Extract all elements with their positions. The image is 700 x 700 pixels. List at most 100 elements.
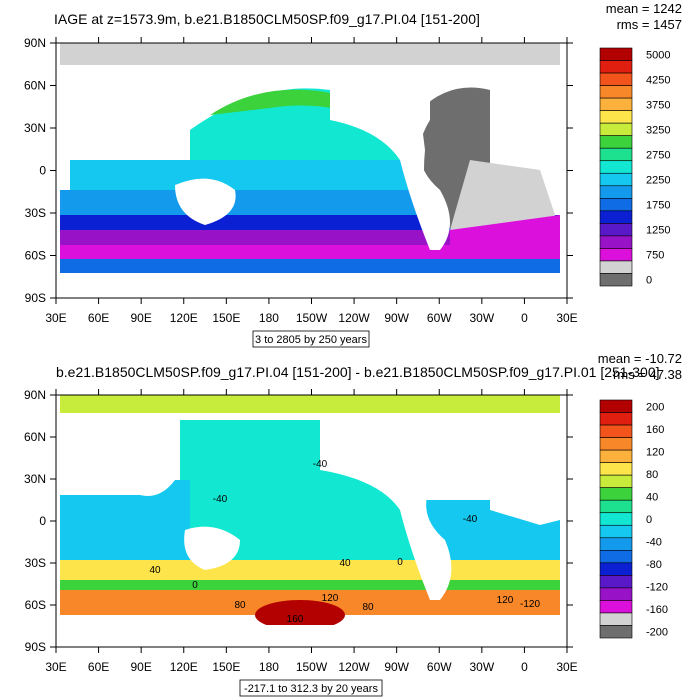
land-antarctica [56,273,567,298]
band-south-blue [60,190,420,215]
p2-land-antarctica [56,625,567,647]
colorbar-label: -120 [646,582,668,594]
colorbar-label: 750 [646,250,664,262]
colorbar-swatch [599,524,633,539]
y-tick-label: 90N [24,36,46,50]
contour-label: 0 [192,580,198,591]
colorbar-swatch [599,587,633,601]
colorbar-label: -200 [646,627,668,639]
colorbar-label: 1250 [646,225,670,237]
land-americas [330,66,450,250]
colorbar-swatch [599,72,633,86]
panel-1: IAGE at z=1573.9m, b.e21.B1850CLM50SP.f0… [24,1,682,348]
panel-2-contour-info: -217.1 to 312.3 by 20 years [244,683,378,695]
colorbar-swatch [599,60,633,74]
x-tick-label: 90E [130,311,151,325]
colorbar-label: 80 [646,469,658,481]
colorbar-label: -40 [646,537,662,549]
colorbar-label: 4250 [646,74,670,86]
colorbar-swatch [599,47,633,61]
x-tick-label: 180 [259,311,279,325]
colorbar-swatch [599,210,633,224]
colorbar-label: 0 [646,275,652,287]
colorbar-swatch [599,85,633,99]
colorbar-label: 2250 [646,175,670,187]
colorbar-label: -80 [646,559,662,571]
colorbar-swatch [599,235,633,249]
x-tick-label: 60W [427,660,452,674]
p2-land-eurasia [60,415,175,496]
x-tick-label: 30E [45,660,66,674]
y-tick-label: 90N [24,388,46,402]
colorbar-label: -160 [646,604,668,616]
band-antarctic-blue [60,259,560,273]
y-tick-label: 30S [25,556,46,570]
colorbar-label: 200 [646,401,664,413]
panel-1-y-axis: 90N 60N 30N 0 30S 60S 90S [24,36,573,305]
colorbar-swatch [599,223,633,237]
contour-label: 0 [397,557,403,568]
colorbar-swatch [599,562,633,576]
colorbar-label: 2750 [646,149,670,161]
y-tick-label: 30N [24,472,46,486]
x-tick-label: 180 [259,660,279,674]
x-tick-label: 90W [384,660,409,674]
band-equator-cyan [70,160,415,190]
panel-2-rms: rms = 47.38 [613,367,682,382]
colorbar-swatch [599,412,633,426]
x-tick-label: 150E [212,311,240,325]
y-tick-label: 0 [39,164,46,178]
x-tick-label: 150W [296,311,328,325]
colorbar-swatch [599,135,633,149]
colorbar-swatch [599,399,633,413]
contour-label: -40 [463,514,478,525]
colorbar-swatch [599,449,633,463]
panel-2-contour-labels: -40 -40 40 40 0 0 80 -120 160 120 80 120 -40 [149,459,540,625]
contour-label: 40 [339,558,351,569]
panel-2: b.e21.B1850CLM50SP.f09_g17.PI.04 [151-20… [24,351,682,697]
south-atlantic-magenta [450,215,560,250]
colorbar-label: 1750 [646,200,670,212]
x-tick-label: 0 [521,311,528,325]
panel-1-rms: rms = 1457 [617,17,682,32]
colorbar-swatch [599,600,633,614]
colorbar-swatch [599,198,633,212]
x-tick-label: 150W [296,660,328,674]
x-tick-label: 120E [170,311,198,325]
colorbar-swatch [599,550,633,564]
x-tick-label: 30E [556,311,577,325]
colorbar-swatch [599,499,633,514]
y-tick-label: 30N [24,121,46,135]
p2-land-americas [320,415,452,600]
y-tick-label: 60S [25,249,46,263]
panel-2-colorbar: 200 160 120 80 40 0 -40 -80 -120 -160 -200 [599,399,668,639]
panel-1-info-box [252,330,370,348]
contour-label: -120 [520,599,540,610]
p2-south-green [60,580,560,590]
colorbar-label: 160 [646,424,664,436]
y-tick-label: 90S [25,291,46,305]
contour-label: 40 [149,565,161,576]
colorbar-label: 40 [646,491,658,503]
colorbar-swatch [599,273,633,287]
y-tick-label: 60N [24,79,46,93]
colorbar-swatch [599,462,633,476]
x-tick-label: 150E [212,660,240,674]
colorbar-swatch [599,575,633,589]
x-tick-label: 30E [45,311,66,325]
p2-arctic-band [60,395,560,413]
colorbar-label: 0 [646,514,652,526]
y-tick-label: 30S [25,206,46,220]
colorbar-swatch [599,147,633,162]
x-tick-label: 90E [130,660,151,674]
x-tick-label: 30W [469,311,494,325]
panel-2-y-axis: 90N 60N 30N 0 30S 60S 90S [24,388,573,654]
panel-2-map [55,394,568,648]
x-tick-label: 90W [384,311,409,325]
colorbar-swatch [599,424,633,438]
contour-label: -40 [313,459,328,470]
x-tick-label: 120W [338,311,370,325]
panel-1-mean: mean = 1242 [606,1,682,16]
colorbar-swatch [599,122,633,136]
